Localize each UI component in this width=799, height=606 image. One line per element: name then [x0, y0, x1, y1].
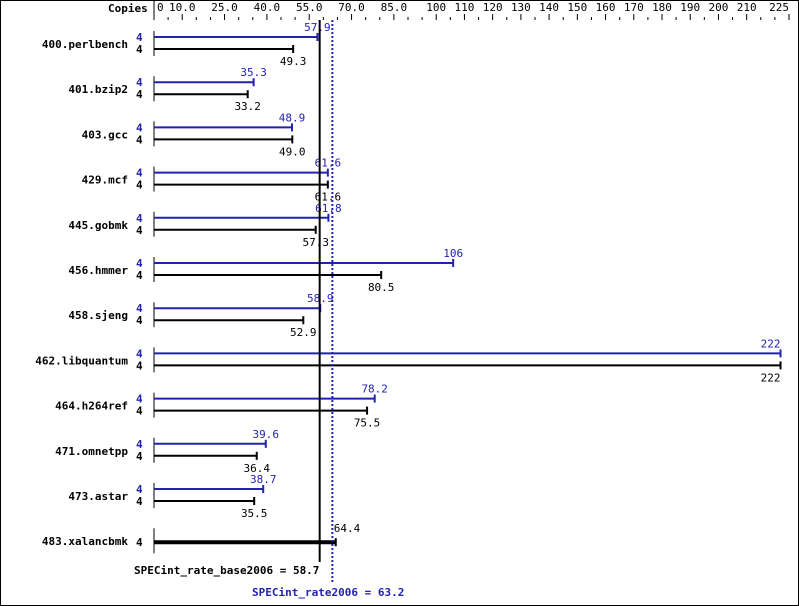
peak-copies: 4	[136, 302, 143, 315]
base-value-label: 33.2	[234, 100, 261, 113]
peak-summary-label: SPECint_rate2006 = 63.2	[252, 586, 404, 599]
benchmark-label: 471.omnetpp	[55, 445, 128, 458]
peak-copies: 4	[136, 121, 143, 134]
peak-value-label: 106	[443, 247, 463, 260]
axis-tick-label: 120	[483, 1, 503, 14]
base-value-label: 52.9	[290, 326, 317, 339]
peak-value-label: 61.8	[315, 202, 342, 215]
base-value-label: 36.4	[243, 462, 270, 475]
base-copies: 4	[136, 133, 143, 146]
base-copies: 4	[136, 495, 143, 508]
peak-copies: 4	[136, 31, 143, 44]
axis-tick-label: 170	[624, 1, 644, 14]
benchmark-label: 473.astar	[68, 490, 128, 503]
base-copies: 4	[136, 88, 143, 101]
peak-copies: 4	[136, 393, 143, 406]
peak-value-label: 48.9	[279, 111, 306, 124]
peak-copies: 4	[136, 347, 143, 360]
peak-copies: 4	[136, 76, 143, 89]
axis-tick-label: 225	[769, 1, 789, 14]
axis-tick-label: 55.0	[296, 1, 323, 14]
axis-tick-label: 110	[455, 1, 475, 14]
peak-copies: 4	[136, 257, 143, 270]
benchmark-label: 429.mcf	[82, 174, 128, 187]
axis-tick-label: 10.0	[169, 1, 196, 14]
benchmark-label: 464.h264ref	[55, 400, 128, 413]
peak-copies: 4	[136, 167, 143, 180]
base-value-label: 57.3	[302, 236, 329, 249]
axis-tick-label: 100	[426, 1, 446, 14]
axis-tick-label: 160	[596, 1, 616, 14]
base-value-label: 61.6	[315, 191, 342, 204]
benchmark-label: 401.bzip2	[68, 83, 128, 96]
peak-value-label: 78.2	[361, 383, 388, 396]
axis-tick-label: 190	[680, 1, 700, 14]
axis-tick-label: 40.0	[254, 1, 281, 14]
benchmark-label: 445.gobmk	[68, 219, 128, 232]
peak-value-label: 61.6	[315, 157, 342, 170]
axis-tick-label: 85.0	[381, 1, 408, 14]
base-value-label: 49.0	[279, 145, 306, 158]
base-copies: 4	[136, 269, 143, 282]
benchmark-label: 462.libquantum	[35, 354, 128, 367]
axis-tick-label: 150	[567, 1, 587, 14]
base-summary-label: SPECint_rate_base2006 = 58.7	[134, 564, 319, 577]
axis-tick-label: 130	[511, 1, 531, 14]
base-value-label: 80.5	[368, 281, 395, 294]
base-copies: 4	[136, 224, 143, 237]
base-copies: 4	[136, 179, 143, 192]
axis-tick-label: 200	[709, 1, 729, 14]
peak-value-label: 222	[761, 337, 781, 350]
axis-tick-label: 140	[539, 1, 559, 14]
base-copies: 4	[136, 314, 143, 327]
peak-value-label: 35.3	[240, 66, 267, 79]
axis-tick-label: 70.0	[338, 1, 365, 14]
axis-tick-label: 0	[157, 1, 164, 14]
base-copies: 4	[136, 536, 143, 549]
benchmark-label: 456.hmmer	[68, 264, 128, 277]
benchmark-label: 400.perlbench	[42, 38, 128, 51]
base-value-label: 35.5	[241, 507, 268, 520]
benchmark-label: 483.xalancbmk	[42, 535, 128, 548]
peak-value-label: 38.7	[250, 473, 277, 486]
copies-header: Copies	[108, 2, 148, 15]
peak-value-label: 39.6	[253, 428, 280, 441]
base-value-label: 222	[761, 371, 781, 384]
benchmark-label: 403.gcc	[82, 128, 128, 141]
peak-copies: 4	[136, 212, 143, 225]
base-copies: 4	[136, 359, 143, 372]
base-value-label: 75.5	[354, 417, 381, 430]
base-value-label: 49.3	[280, 55, 307, 68]
base-copies: 4	[136, 405, 143, 418]
axis-tick-label: 180	[652, 1, 672, 14]
base-copies: 4	[136, 450, 143, 463]
peak-copies: 4	[136, 438, 143, 451]
base-copies: 4	[136, 43, 143, 56]
base-value-label: 64.4	[334, 522, 361, 535]
axis-tick-label: 210	[737, 1, 757, 14]
peak-copies: 4	[136, 483, 143, 496]
benchmark-label: 458.sjeng	[68, 309, 128, 322]
peak-value-label: 57.9	[304, 21, 331, 34]
axis-tick-label: 25.0	[211, 1, 238, 14]
